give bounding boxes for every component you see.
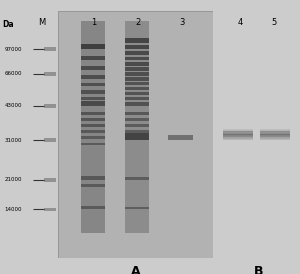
Bar bbox=[124, 57, 149, 60]
Bar bbox=[58, 11, 213, 258]
Bar bbox=[223, 137, 253, 138]
Bar bbox=[81, 176, 105, 180]
Bar bbox=[223, 130, 253, 131]
Bar bbox=[124, 38, 149, 43]
Bar bbox=[260, 139, 290, 140]
Bar bbox=[81, 101, 105, 106]
Bar bbox=[260, 135, 290, 136]
Text: 66000: 66000 bbox=[4, 71, 22, 76]
Bar bbox=[260, 136, 290, 137]
Bar bbox=[124, 118, 149, 121]
Bar bbox=[44, 72, 56, 76]
Bar bbox=[81, 124, 105, 127]
Bar bbox=[260, 137, 290, 138]
Text: M: M bbox=[38, 18, 45, 27]
Bar bbox=[223, 129, 253, 130]
Bar bbox=[81, 130, 105, 133]
Bar bbox=[124, 72, 149, 76]
Bar bbox=[260, 130, 290, 131]
Bar bbox=[81, 44, 105, 49]
Bar bbox=[81, 66, 105, 70]
Bar bbox=[81, 56, 105, 60]
Bar bbox=[81, 112, 105, 115]
Bar bbox=[81, 83, 105, 86]
Text: 1: 1 bbox=[91, 18, 96, 27]
Text: 21000: 21000 bbox=[4, 177, 22, 182]
Bar bbox=[223, 131, 253, 132]
Bar bbox=[81, 184, 105, 187]
Text: B: B bbox=[254, 265, 263, 274]
Bar bbox=[223, 136, 253, 137]
Bar bbox=[124, 67, 149, 71]
Bar bbox=[44, 104, 56, 108]
Bar bbox=[260, 137, 290, 138]
Bar bbox=[223, 132, 253, 133]
Bar bbox=[124, 87, 149, 90]
Bar bbox=[81, 75, 105, 79]
Bar bbox=[81, 90, 105, 94]
Bar bbox=[223, 139, 253, 140]
Bar bbox=[124, 77, 149, 81]
Bar bbox=[223, 134, 253, 135]
Bar bbox=[260, 134, 290, 135]
Bar bbox=[223, 133, 253, 134]
Bar bbox=[124, 62, 149, 66]
Bar bbox=[260, 129, 290, 130]
Bar bbox=[44, 138, 56, 142]
Bar bbox=[124, 112, 149, 115]
Bar bbox=[81, 118, 105, 121]
Bar bbox=[81, 136, 105, 139]
Bar bbox=[260, 138, 290, 139]
Bar bbox=[223, 135, 253, 136]
Text: 3: 3 bbox=[179, 18, 185, 27]
Bar bbox=[44, 178, 56, 182]
Bar bbox=[124, 133, 149, 141]
Bar bbox=[44, 47, 56, 51]
Bar bbox=[124, 102, 149, 106]
Text: 43000: 43000 bbox=[4, 103, 22, 109]
Bar bbox=[124, 124, 149, 127]
Bar bbox=[124, 21, 149, 233]
Text: 2: 2 bbox=[136, 18, 141, 27]
Text: 97000: 97000 bbox=[4, 47, 22, 52]
Bar bbox=[124, 92, 149, 95]
Bar bbox=[81, 206, 105, 210]
Bar bbox=[260, 133, 290, 134]
Text: A: A bbox=[130, 265, 140, 274]
Bar bbox=[81, 21, 105, 233]
Bar bbox=[223, 138, 253, 139]
Text: 4: 4 bbox=[238, 18, 243, 27]
Bar bbox=[124, 52, 149, 55]
Bar bbox=[168, 135, 193, 141]
Bar bbox=[223, 140, 253, 141]
Bar bbox=[260, 131, 290, 132]
Bar bbox=[124, 82, 149, 85]
Bar bbox=[124, 130, 149, 133]
Text: 14000: 14000 bbox=[4, 207, 22, 212]
Bar bbox=[223, 137, 253, 138]
Text: 5: 5 bbox=[271, 18, 276, 27]
Bar bbox=[124, 45, 149, 49]
Bar bbox=[124, 207, 149, 210]
Bar bbox=[124, 97, 149, 100]
Bar bbox=[260, 132, 290, 133]
Bar bbox=[124, 177, 149, 180]
Text: 31000: 31000 bbox=[4, 138, 22, 143]
Bar bbox=[81, 143, 105, 145]
Bar bbox=[81, 96, 105, 100]
Bar bbox=[260, 140, 290, 141]
Text: Da: Da bbox=[2, 20, 14, 28]
Bar bbox=[44, 207, 56, 212]
